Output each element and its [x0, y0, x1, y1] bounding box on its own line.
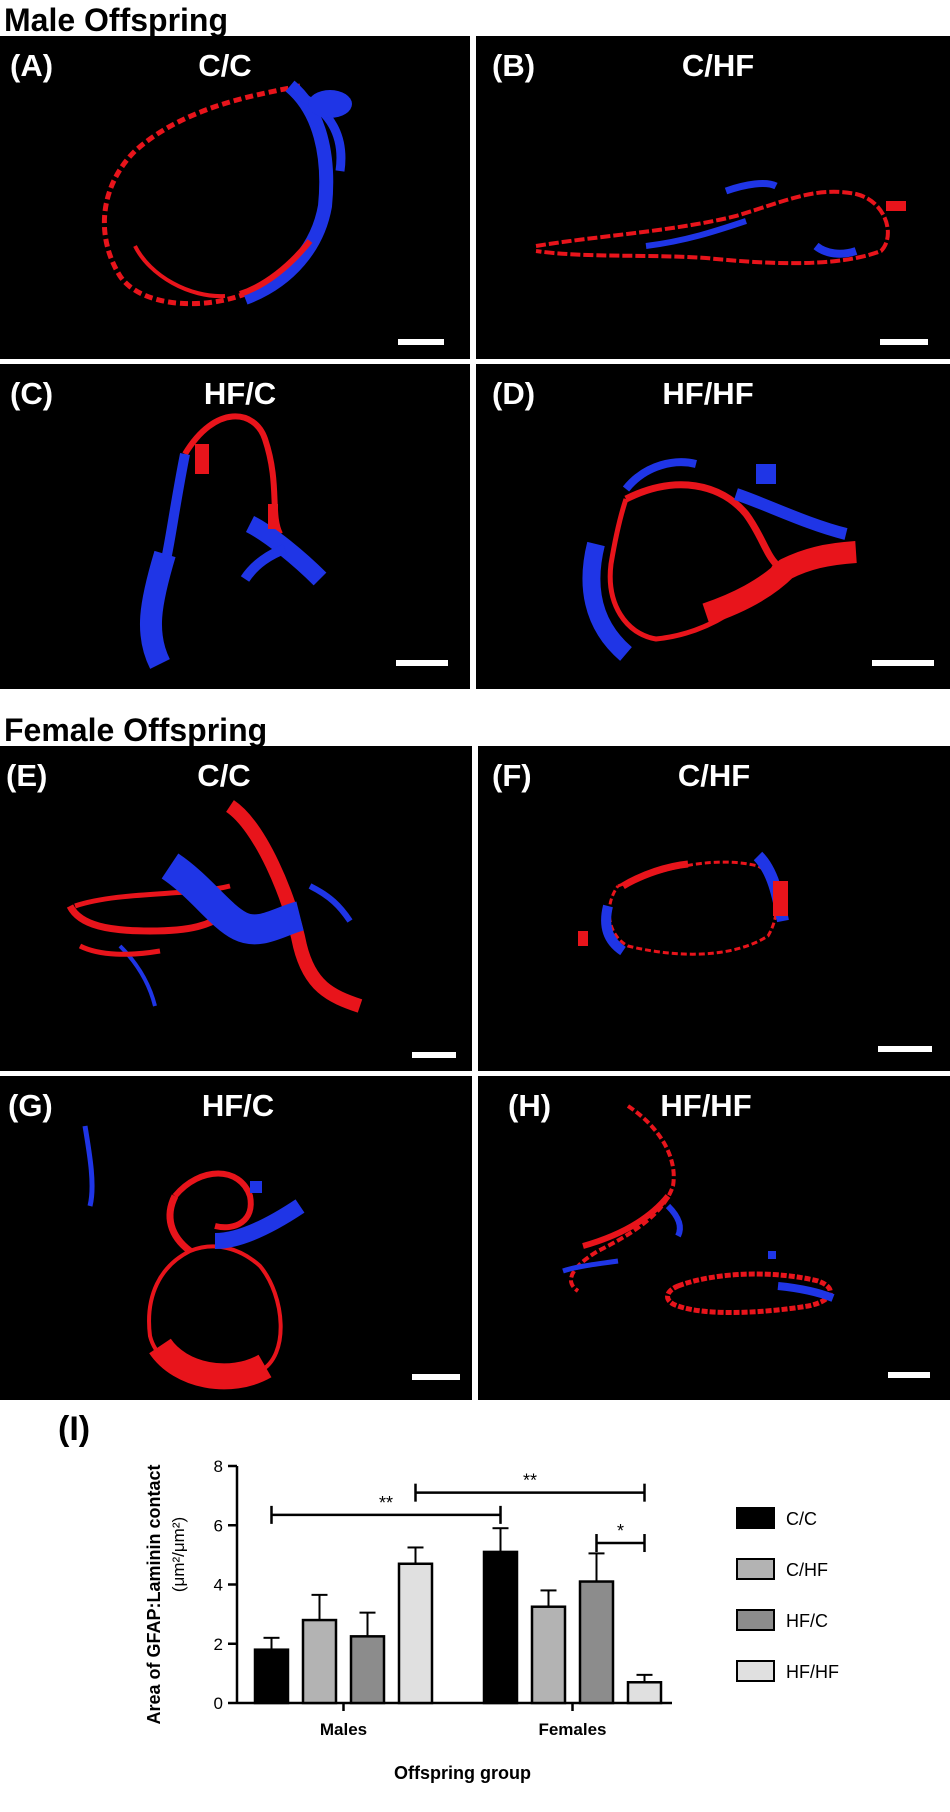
panel-label-b: (B): [492, 48, 536, 83]
legend-label: C/HF: [786, 1560, 828, 1580]
female-section-title: Female Offspring: [4, 712, 268, 748]
legend-swatch: [736, 1609, 775, 1631]
significance-label: **: [523, 1471, 537, 1491]
panel-group-c: HF/C: [203, 376, 277, 411]
y-axis-label: Area of GFAP:Laminin contact: [144, 1464, 164, 1724]
bar: [301, 1618, 338, 1705]
micrograph-image-g: [82, 1125, 305, 1390]
panel-label-h: (H): [508, 1088, 552, 1123]
micrograph-image-a: [101, 80, 352, 307]
panel-group-b: C/HF: [681, 48, 755, 83]
bar-chart: 0 2 4 6 8 Males Females Offspring group Area of …: [144, 1457, 839, 1783]
micrograph-panel-h: (H) HF/HF: [478, 1076, 950, 1400]
legend-label: HF/C: [786, 1611, 828, 1631]
micrograph-panel-g: (G) HF/C: [0, 1076, 472, 1400]
micrograph-image-e: [66, 800, 363, 1013]
y-tick-label: 2: [214, 1635, 223, 1654]
panel-label-i: (I): [58, 1410, 91, 1448]
scale-bar: [880, 339, 928, 345]
legend-swatch: [736, 1558, 775, 1580]
x-axis-label: Offspring group: [394, 1763, 531, 1783]
panel-label-f: (F): [492, 758, 532, 793]
micrograph-image-b: [535, 180, 906, 266]
panel-group-e: C/C: [197, 758, 251, 793]
y-tick-label: 4: [214, 1576, 223, 1595]
bar: [397, 1562, 434, 1705]
x-tick-label: Males: [320, 1720, 367, 1739]
scale-bar: [872, 660, 934, 666]
micrograph-image-d: [582, 458, 857, 661]
scale-bar: [396, 660, 448, 666]
micrograph-panel-c: (C) HF/C: [0, 364, 470, 689]
micrograph-image-c: [140, 413, 327, 669]
panel-group-a: C/C: [198, 48, 252, 83]
panel-label-c: (C): [10, 376, 54, 411]
micrograph-panel-d: (D) HF/HF: [476, 364, 950, 689]
micrograph-panel-b: (B) C/HF: [476, 36, 950, 359]
scale-bar: [412, 1052, 456, 1058]
legend-label: HF/HF: [786, 1662, 839, 1682]
panel-label-e: (E): [6, 758, 48, 793]
significance-label: **: [379, 1493, 393, 1513]
micrograph-panel-f: (F) C/HF: [478, 746, 950, 1071]
scale-bar: [412, 1374, 460, 1380]
bar: [530, 1605, 567, 1705]
bar: [626, 1681, 663, 1705]
male-section-title: Male Offspring: [4, 2, 229, 38]
legend-swatch: [736, 1660, 775, 1682]
panel-label-g: (G): [8, 1088, 53, 1123]
bar: [482, 1550, 519, 1705]
scale-bar: [878, 1046, 932, 1052]
scale-bar: [888, 1372, 930, 1378]
micrograph-panel-a: (A) C/C: [0, 36, 470, 359]
bar: [253, 1648, 290, 1705]
micrograph-panel-e: (E) C/C: [0, 746, 472, 1071]
panel-group-g: HF/C: [201, 1088, 275, 1123]
panel-label-d: (D): [492, 376, 536, 411]
legend-swatch: [736, 1507, 775, 1529]
panel-label-a: (A): [10, 48, 54, 83]
significance-label: *: [617, 1521, 624, 1541]
y-tick-label: 8: [214, 1457, 223, 1476]
panel-group-h: HF/HF: [660, 1088, 752, 1123]
legend-label: C/C: [786, 1509, 817, 1529]
micrograph-image-h: [562, 1104, 835, 1315]
bar: [349, 1635, 386, 1705]
y-tick-label: 0: [214, 1694, 223, 1713]
y-tick-label: 6: [214, 1516, 223, 1535]
y-axis-units: (μm²/μm²): [169, 1517, 188, 1592]
panel-group-d: HF/HF: [662, 376, 754, 411]
micrograph-image-f: [578, 851, 789, 956]
panel-group-f: C/HF: [677, 758, 751, 793]
x-tick-label: Females: [538, 1720, 606, 1739]
scale-bar: [398, 339, 444, 345]
bar: [578, 1580, 615, 1705]
